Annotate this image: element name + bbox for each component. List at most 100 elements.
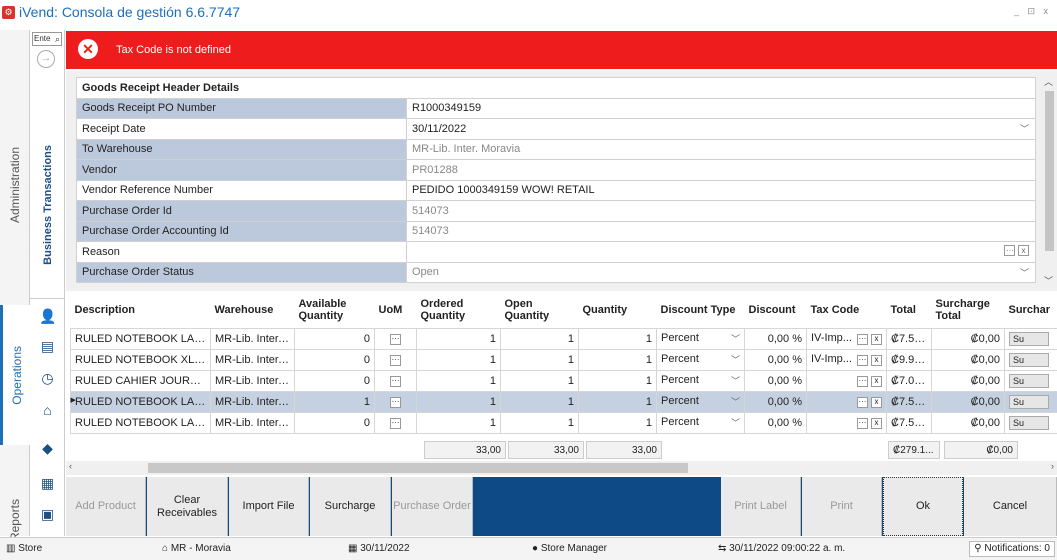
- clear-button[interactable]: x: [871, 376, 882, 387]
- cell-total[interactable]: ₡9.92...: [886, 348, 932, 371]
- chevron-down-icon[interactable]: ﹀: [730, 418, 740, 428]
- uom-ellipsis-button[interactable]: ···: [390, 397, 401, 408]
- cell-surcharge-total[interactable]: ₡0,00: [931, 390, 1005, 413]
- cell-quantity[interactable]: 1: [578, 411, 657, 434]
- search-input[interactable]: Ente ⌕: [32, 32, 62, 46]
- grid-horizontal-scrollbar[interactable]: ‹ ›: [66, 461, 1057, 475]
- cell-open[interactable]: 1: [500, 411, 579, 434]
- ellipsis-button[interactable]: ···: [856, 334, 868, 345]
- clear-button[interactable]: x: [1018, 245, 1029, 256]
- vendor-reference-field[interactable]: PEDIDO 1000349159 WOW! RETAIL: [406, 179, 1036, 201]
- column-header[interactable]: Available Quantity: [298, 297, 347, 322]
- cell-quantity[interactable]: 1: [578, 390, 657, 413]
- clear-button[interactable]: x: [871, 334, 882, 345]
- cell-warehouse[interactable]: MR-Lib. Inter. ...: [210, 411, 295, 434]
- surcharge-button[interactable]: Su: [1009, 373, 1049, 388]
- clear-button[interactable]: x: [871, 418, 882, 429]
- print-label-button[interactable]: Print Label: [721, 477, 801, 536]
- column-header[interactable]: Description: [74, 303, 136, 316]
- catalog-icon[interactable]: ▤: [40, 338, 55, 354]
- surcharge-button[interactable]: Su: [1009, 394, 1049, 409]
- nav-administration[interactable]: Administration: [0, 110, 30, 260]
- reason-field[interactable]: ··· x: [406, 241, 1036, 263]
- cell-description[interactable]: ▶RULED NOTEBOOK LARGE ...: [70, 390, 211, 413]
- cell-open[interactable]: 1: [500, 327, 579, 350]
- cell-discount-type[interactable]: Percent ﹀: [656, 348, 745, 371]
- chevron-down-icon[interactable]: ﹀: [730, 334, 740, 344]
- ellipsis-button[interactable]: ···: [856, 355, 868, 366]
- clear-receivables-button[interactable]: Clear Receivables: [147, 477, 228, 536]
- cell-discount-type[interactable]: Percent ﹀: [656, 327, 745, 350]
- chevron-down-icon[interactable]: ﹀: [1019, 124, 1029, 134]
- cell-tax-code[interactable]: ··· x: [806, 369, 887, 392]
- cell-description[interactable]: RULED NOTEBOOK LARGE ...: [70, 327, 211, 350]
- cell-discount-type[interactable]: Percent ﹀: [656, 390, 745, 413]
- cell-available[interactable]: 1: [294, 390, 375, 413]
- uom-ellipsis-button[interactable]: ···: [390, 418, 401, 429]
- cell-discount[interactable]: 0,00 %: [744, 369, 807, 392]
- go-arrow-icon[interactable]: →: [37, 50, 55, 68]
- purchase-order-button[interactable]: Purchase Order: [392, 477, 473, 536]
- report-icon[interactable]: ▣: [40, 506, 55, 522]
- scroll-left-icon[interactable]: ‹: [69, 461, 72, 471]
- business-transactions-tab[interactable]: Business Transactions: [30, 120, 65, 290]
- cell-open[interactable]: 1: [500, 348, 579, 371]
- search-icon[interactable]: ⌕: [54, 34, 60, 44]
- cell-discount[interactable]: 0,00 %: [744, 411, 807, 434]
- table-row-selected[interactable]: ▶RULED NOTEBOOK LARGE ... MR-Lib. Inter.…: [70, 390, 1057, 413]
- cell-discount[interactable]: 0,00 %: [744, 390, 807, 413]
- clock-icon[interactable]: ◷: [41, 370, 54, 386]
- cell-tax-code[interactable]: ··· x: [806, 411, 887, 434]
- po-number-field[interactable]: R1000349159: [406, 97, 1036, 119]
- cell-warehouse[interactable]: MR-Lib. Inter. ...: [210, 327, 295, 350]
- cell-surcharge[interactable]: Su: [1004, 390, 1057, 413]
- ellipsis-button[interactable]: ···: [1004, 245, 1016, 256]
- column-header[interactable]: Surcharge Total: [935, 297, 990, 322]
- cancel-button[interactable]: Cancel: [964, 477, 1057, 536]
- cell-warehouse[interactable]: MR-Lib. Inter. ...: [210, 369, 295, 392]
- ellipsis-button[interactable]: ···: [856, 376, 868, 387]
- cell-total[interactable]: ₡7.56...: [886, 411, 932, 434]
- cell-surcharge-total[interactable]: ₡0,00: [931, 411, 1005, 434]
- column-header[interactable]: Ordered Quantity: [420, 297, 466, 322]
- nav-operations[interactable]: Operations: [0, 305, 30, 445]
- cell-surcharge[interactable]: Su: [1004, 369, 1057, 392]
- cell-ordered[interactable]: 1: [416, 327, 501, 350]
- scroll-thumb[interactable]: [148, 463, 688, 473]
- cell-available[interactable]: 0: [294, 411, 375, 434]
- tag-icon[interactable]: ◆: [42, 440, 53, 456]
- cell-surcharge-total[interactable]: ₡0,00: [931, 348, 1005, 371]
- cell-uom[interactable]: ···: [374, 390, 417, 413]
- column-header[interactable]: Discount: [748, 303, 796, 316]
- cell-discount[interactable]: 0,00 %: [744, 327, 807, 350]
- column-header[interactable]: Surchar: [1008, 303, 1051, 316]
- ok-button[interactable]: Ok: [883, 477, 963, 536]
- cell-ordered[interactable]: 1: [416, 390, 501, 413]
- cell-total[interactable]: ₡7.56...: [886, 327, 932, 350]
- clear-button[interactable]: x: [871, 397, 882, 408]
- cell-surcharge-total[interactable]: ₡0,00: [931, 369, 1005, 392]
- store-icon[interactable]: ▦: [40, 475, 55, 491]
- table-row[interactable]: RULED NOTEBOOK LARGE ... MR-Lib. Inter. …: [70, 327, 1057, 350]
- ellipsis-button[interactable]: ···: [856, 397, 868, 408]
- surcharge-button[interactable]: Su: [1009, 331, 1049, 346]
- column-header[interactable]: Warehouse: [214, 303, 274, 316]
- import-file-button[interactable]: Import File: [229, 477, 309, 536]
- print-button[interactable]: Print: [802, 477, 882, 536]
- cell-surcharge[interactable]: Su: [1004, 327, 1057, 350]
- column-header[interactable]: UoM: [378, 303, 403, 316]
- cell-warehouse[interactable]: MR-Lib. Inter. ...: [210, 348, 295, 371]
- cell-quantity[interactable]: 1: [578, 327, 657, 350]
- uom-ellipsis-button[interactable]: ···: [390, 376, 401, 387]
- scroll-thumb[interactable]: [1045, 91, 1054, 251]
- cell-available[interactable]: 0: [294, 348, 375, 371]
- cell-available[interactable]: 0: [294, 327, 375, 350]
- column-header[interactable]: Open Quantity: [504, 297, 550, 322]
- clear-button[interactable]: x: [871, 355, 882, 366]
- add-product-button[interactable]: Add Product: [66, 477, 146, 536]
- ellipsis-button[interactable]: ···: [856, 418, 868, 429]
- chevron-down-icon[interactable]: ﹀: [730, 355, 740, 365]
- cell-uom[interactable]: ···: [374, 348, 417, 371]
- cell-discount[interactable]: 0,00 %: [744, 348, 807, 371]
- table-row[interactable]: RULED NOTEBOOK XLARG... MR-Lib. Inter. .…: [70, 348, 1057, 371]
